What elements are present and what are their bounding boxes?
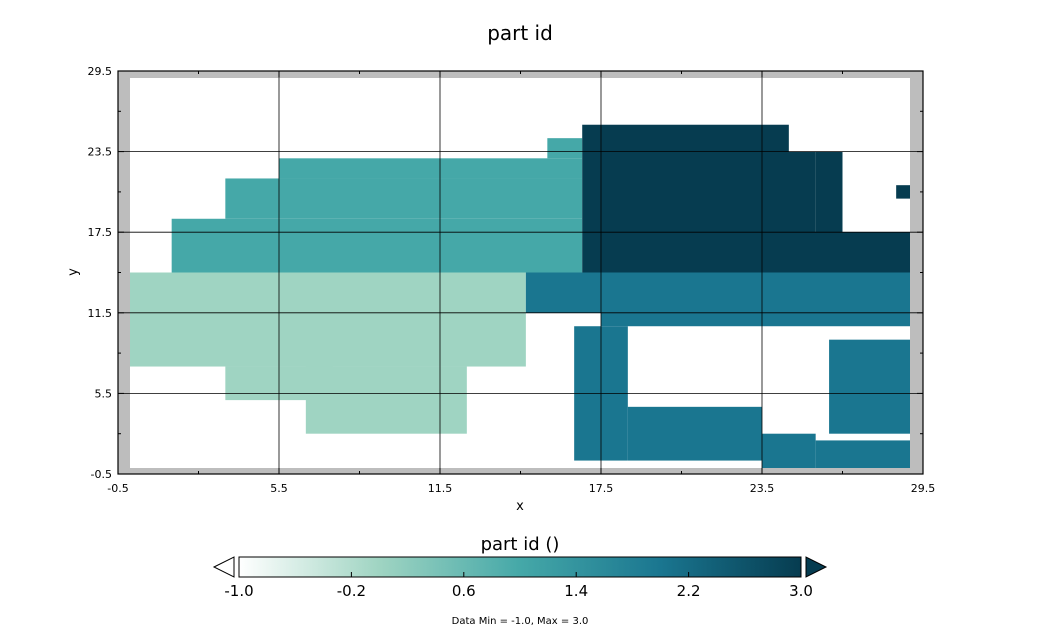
heatmap-region (525, 272, 910, 313)
y-tick-label: 17.5 (88, 226, 113, 239)
x-axis-label: x (516, 499, 524, 514)
colorbar-tick-label: 0.6 (452, 582, 476, 600)
heatmap-region (762, 433, 816, 468)
axis-ticks (117, 70, 924, 475)
x-tick-label: 11.5 (428, 482, 453, 495)
y-tick-label: 11.5 (88, 307, 113, 320)
colorbar-title: part id () (481, 534, 560, 555)
grid-lines (118, 71, 923, 474)
colorbar-tick-label: -1.0 (224, 582, 253, 600)
colorbar-tick-label: 2.2 (677, 582, 701, 600)
heatmap-region (829, 339, 910, 434)
x-tick-label: 23.5 (750, 482, 775, 495)
colorbar-tick-label: 1.4 (564, 582, 588, 600)
heatmap-region (582, 151, 816, 233)
heatmap-region (582, 124, 789, 152)
heatmap-region (130, 272, 526, 367)
colorbar-min-arrow (212, 556, 235, 578)
heatmap-region (225, 178, 583, 219)
colorbar-tick-label: 3.0 (789, 582, 813, 600)
colorbar-tick-label: -0.2 (337, 582, 366, 600)
colorbar-gradient (238, 556, 802, 578)
heatmap-cells (130, 78, 910, 468)
heatmap-region (601, 312, 910, 327)
y-tick-label: 29.5 (88, 65, 113, 78)
chart-title: part id (487, 21, 553, 45)
heatmap-region (896, 185, 910, 199)
heatmap-region (582, 232, 910, 273)
data-range-note: Data Min = -1.0, Max = 3.0 (452, 616, 589, 627)
x-tick-label: -0.5 (107, 482, 128, 495)
heatmap-region (171, 218, 583, 273)
heatmap-region (815, 440, 910, 468)
heatmap-region (627, 406, 762, 461)
heatmap-region (815, 151, 843, 233)
colorbar-ticks (238, 572, 802, 577)
heatmap-region (547, 138, 583, 159)
x-tick-label: 5.5 (270, 482, 288, 495)
x-tick-label: 29.5 (911, 482, 936, 495)
x-tick-label: 17.5 (589, 482, 614, 495)
y-tick-label: -0.5 (91, 468, 112, 481)
heatmap-region (305, 366, 467, 434)
y-tick-label: 5.5 (95, 387, 113, 400)
colorbar-max-arrow (805, 556, 828, 578)
heatmap-region (279, 158, 583, 179)
y-axis-label: y (66, 268, 81, 276)
y-tick-label: 23.5 (88, 146, 113, 159)
